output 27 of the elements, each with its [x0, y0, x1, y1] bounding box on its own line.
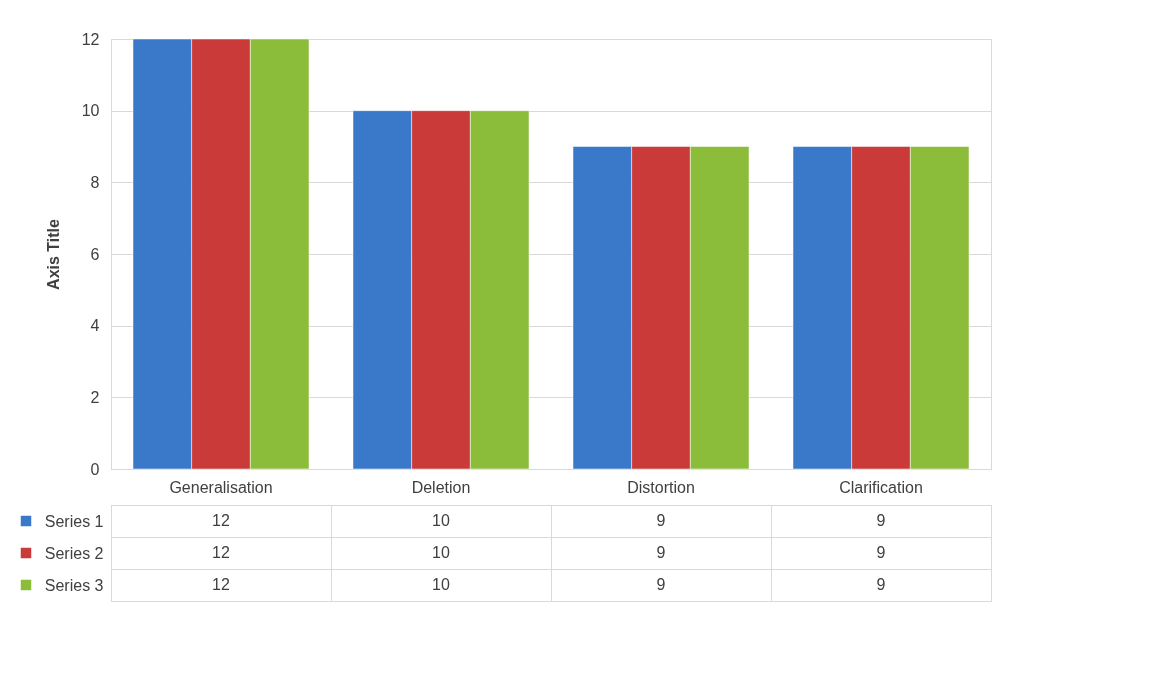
x-tick-label: Deletion	[411, 478, 471, 496]
legend-label: Series 1	[44, 512, 104, 530]
y-axis-title: Axis Title	[44, 218, 62, 290]
data-label: 9	[656, 512, 666, 529]
legend-label: Series 2	[44, 544, 104, 562]
data-label: 10	[432, 512, 450, 529]
y-tick-label: 4	[90, 317, 100, 335]
legend-label: Series 3	[44, 576, 104, 594]
data-label: 9	[656, 544, 666, 561]
data-label: 12	[212, 576, 230, 593]
x-tick-label: Distortion	[627, 478, 695, 496]
data-label: 9	[876, 576, 886, 593]
y-tick-label: 10	[81, 102, 100, 120]
data-label: 9	[876, 512, 886, 529]
data-label: 10	[432, 576, 450, 593]
data-label: 9	[656, 576, 666, 593]
y-tick-label: 6	[90, 245, 100, 263]
x-tick-label: Clarification	[839, 478, 923, 496]
y-tick-label: 12	[81, 30, 100, 48]
data-label: 9	[876, 544, 886, 561]
y-tick-label: 2	[90, 388, 100, 406]
y-tick-label: 8	[90, 173, 100, 191]
data-label: 12	[212, 544, 230, 561]
x-tick-label: Generalisation	[169, 478, 273, 496]
data-label: 10	[432, 544, 450, 561]
data-label: 12	[212, 512, 230, 529]
y-tick-label: 0	[90, 460, 100, 478]
